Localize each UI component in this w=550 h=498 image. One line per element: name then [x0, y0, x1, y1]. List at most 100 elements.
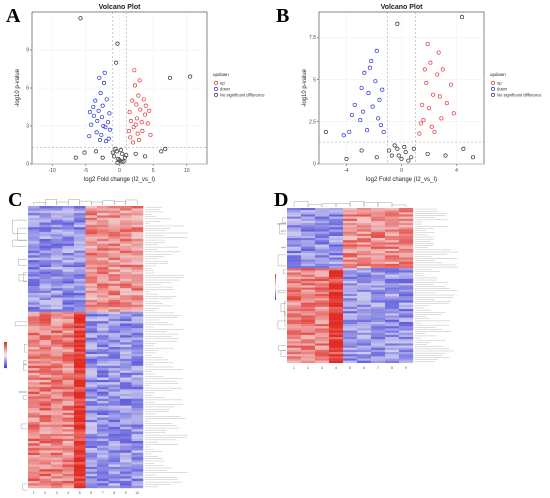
heatmap-cell — [301, 337, 316, 340]
x-tick-label: 10 — [184, 168, 190, 174]
row-dendrogram-branch — [14, 321, 27, 326]
heatmap-cell — [287, 238, 302, 241]
heatmap-cell — [108, 405, 121, 409]
heatmap-cell — [74, 351, 86, 355]
heatmap-cell — [39, 386, 52, 390]
heatmap-cell — [371, 321, 386, 325]
heatmap-cell — [131, 231, 144, 235]
point-no-significant-difference — [143, 154, 148, 159]
heatmap-cell — [131, 281, 144, 284]
heatmap-cell — [39, 464, 52, 468]
heatmap-cell — [51, 436, 63, 439]
heatmap-cell — [74, 478, 86, 482]
col-dendrogram-branch — [307, 204, 323, 207]
row-dendrogram-branch — [23, 363, 27, 372]
heatmap-cell — [108, 253, 121, 256]
heatmap-cell — [287, 233, 302, 237]
heatmap-cell — [97, 255, 109, 258]
heatmap-cell — [74, 304, 86, 308]
heatmap-cell — [74, 276, 86, 280]
heatmap-cell — [301, 321, 316, 325]
point-no-significant-difference — [443, 153, 448, 158]
heatmap-cell — [131, 412, 144, 416]
heatmap-cell — [39, 417, 52, 421]
heatmap-cell — [51, 337, 63, 341]
heatmap-cell — [85, 349, 98, 352]
heatmap-cell — [108, 342, 121, 345]
heatmap-cell — [120, 206, 132, 209]
heatmap-cell — [131, 311, 144, 315]
heatmap-cell — [357, 248, 372, 252]
heatmap-cell — [301, 268, 316, 271]
heatmap-cell — [120, 471, 132, 475]
heatmap-cell — [85, 281, 98, 284]
point-up — [128, 135, 133, 140]
heatmap-cell — [357, 341, 372, 344]
heatmap-cell — [131, 363, 144, 366]
heatmap-cell — [385, 302, 400, 305]
heatmap-cell — [315, 352, 330, 355]
point-down — [101, 123, 106, 129]
heatmap-cell — [343, 212, 358, 215]
color-key-segment — [4, 349, 7, 352]
heatmap-cell — [74, 316, 86, 319]
heatmap-cell — [39, 222, 52, 225]
heatmap-cell — [39, 227, 52, 230]
heatmap-cell — [385, 227, 400, 230]
heatmap-cell — [301, 225, 316, 228]
heatmap-cell — [301, 334, 316, 338]
heatmap-cell — [385, 337, 400, 340]
point-down — [93, 98, 98, 103]
heatmap-cell — [287, 356, 302, 359]
heatmap-cell — [28, 231, 40, 235]
heatmap-cell — [120, 410, 132, 413]
heatmap-cell — [108, 415, 121, 418]
heatmap-cell — [108, 462, 121, 465]
heatmap-cell — [131, 290, 144, 294]
heatmap-cell — [51, 307, 63, 310]
heatmap-cell — [120, 361, 132, 364]
color-key-segment — [275, 275, 276, 277]
heatmap-cell — [97, 213, 109, 216]
point-up — [138, 107, 143, 112]
heatmap-cell — [51, 248, 63, 251]
heatmap-cell — [108, 466, 121, 470]
heatmap-cell — [85, 304, 98, 308]
heatmap-cell — [74, 281, 86, 284]
heatmap-cell — [74, 483, 86, 486]
heatmap-cell — [97, 325, 109, 329]
heatmap-cell — [131, 377, 144, 381]
heatmap-cell — [62, 253, 75, 256]
heatmap-cell — [120, 429, 132, 432]
heatmap-cell — [120, 426, 132, 430]
heatmap-cell — [120, 264, 132, 268]
heatmap-cell — [108, 281, 121, 284]
point-down — [108, 127, 113, 132]
heatmap-cell — [51, 314, 63, 317]
col-dendrogram-branch — [335, 203, 351, 207]
point-no-significant-difference — [133, 151, 138, 156]
heatmap-cell — [51, 241, 63, 244]
heatmap-cell — [74, 464, 86, 468]
heatmap-cell — [287, 328, 302, 331]
heatmap-cell — [74, 290, 86, 294]
heatmap-cell — [131, 379, 144, 383]
color-key-segment — [4, 347, 7, 349]
color-key-segment — [275, 297, 276, 299]
heatmap-cell — [131, 224, 144, 228]
heatmap-cell — [301, 208, 316, 211]
col-dendrogram-branch — [91, 201, 103, 205]
heatmap-cell — [329, 251, 344, 254]
heatmap-cell — [28, 297, 40, 301]
heatmap-cell — [301, 218, 316, 222]
heatmap-cell — [97, 445, 109, 449]
heatmap-cell — [371, 334, 386, 338]
heatmap-cell — [131, 466, 144, 470]
heatmap-cell — [28, 419, 40, 423]
heatmap-cell — [120, 351, 132, 355]
heatmap-cell — [85, 250, 98, 254]
heatmap-cell — [301, 278, 316, 282]
heatmap-cell — [39, 332, 52, 336]
heatmap-cell — [39, 368, 52, 371]
heatmap-cell — [287, 311, 302, 314]
